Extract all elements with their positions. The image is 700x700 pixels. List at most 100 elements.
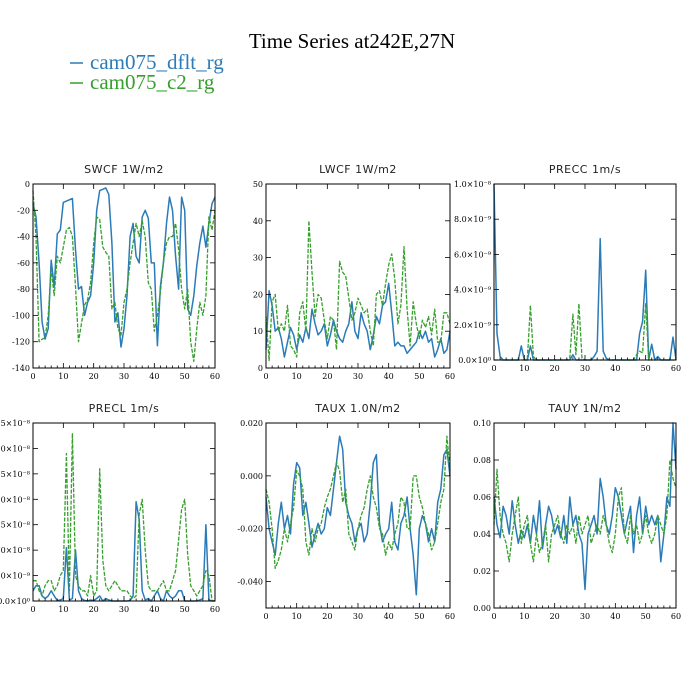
y-tick-label: 0.00 (473, 604, 491, 613)
panel-title: TAUY 1N/m2 (547, 402, 621, 415)
series-line-c2 (265, 220, 451, 362)
x-tick-label: 30 (119, 372, 129, 381)
x-tick-label: 40 (610, 364, 620, 373)
plot-frame (32, 422, 216, 602)
series-line-dflt (32, 187, 216, 348)
x-tick-label: 30 (119, 605, 129, 614)
y-tick-label: 0.0×10⁰ (458, 356, 491, 365)
x-tick-label: 60 (671, 612, 681, 621)
y-tick-label: 6.0×10⁻⁹ (454, 250, 492, 259)
x-tick-label: 10 (292, 612, 302, 621)
x-tick-label: 30 (353, 612, 363, 621)
x-tick-label: 30 (580, 612, 590, 621)
y-tick-label: 3.0×10⁻⁸ (0, 444, 30, 453)
y-tick-label: -100 (12, 311, 30, 320)
legend: cam075_dflt_rg cam075_c2_rg (70, 50, 224, 94)
x-tick-label: 20 (322, 372, 332, 381)
y-tick-label: 2.5×10⁻⁸ (0, 470, 30, 479)
panel-title: SWCF 1W/m2 (84, 163, 164, 176)
x-tick-label: 40 (384, 372, 394, 381)
x-tick-label: 50 (414, 612, 424, 621)
legend-label-dflt: cam075_dflt_rg (90, 50, 224, 74)
x-tick-label: 10 (58, 372, 68, 381)
y-tick-label: 20 (253, 290, 263, 299)
y-tick-label: 0.0×10⁰ (0, 597, 30, 606)
figure-title: Time Series at242E,27N (249, 29, 455, 53)
y-tick-label: -0.040 (237, 578, 263, 587)
x-tick-label: 10 (519, 612, 529, 621)
chart-panel-5: TAUX 1.0N/m2 0 10 20 30 40 50 60 -0.040 -0.020 0.0… (237, 402, 455, 621)
x-tick-label: 0 (263, 612, 268, 621)
y-tick-label: 50 (253, 180, 263, 189)
y-tick-label: -60 (17, 259, 30, 268)
x-tick-label: 10 (58, 605, 68, 614)
x-tick-label: 60 (445, 612, 455, 621)
y-tick-label: 1.0×10⁻⁸ (454, 180, 491, 189)
x-tick-label: 50 (414, 372, 424, 381)
chart-panel-2: LWCF 1W/m2 0 10 20 30 40 50 60 0 10 20 30 40 50 (253, 163, 455, 381)
chart-panel-4: PRECL 1m/s 0 10 20 30 40 50 60 0.0×10⁰ 5.0×10⁻⁹ 1.… (0, 402, 220, 614)
y-tick-label: 3.5×10⁻⁸ (0, 419, 30, 428)
y-tick-label: 0.020 (240, 419, 263, 428)
y-tick-label: 40 (253, 217, 263, 226)
plot-frame (265, 183, 451, 369)
y-tick-label: 5.0×10⁻⁹ (0, 572, 31, 581)
x-tick-label: 0 (491, 612, 496, 621)
y-tick-label: 0 (25, 180, 30, 189)
y-tick-label: 0.06 (473, 493, 491, 502)
x-tick-label: 50 (180, 605, 190, 614)
x-tick-label: 50 (180, 372, 190, 381)
y-tick-label: -40 (17, 233, 30, 242)
series-line-c2 (33, 432, 216, 602)
y-tick-label: 0.08 (473, 456, 491, 465)
y-tick-label: 0.000 (240, 472, 263, 481)
legend-label-c2: cam075_c2_rg (90, 70, 215, 94)
y-tick-label: 30 (253, 254, 263, 263)
y-tick-label: 2.0×10⁻⁸ (0, 495, 30, 504)
y-tick-label: 0 (258, 364, 263, 373)
x-tick-label: 0 (30, 605, 35, 614)
y-tick-label: 4.0×10⁻⁹ (454, 286, 492, 295)
y-tick-label: 0.04 (473, 530, 491, 539)
x-tick-label: 30 (353, 372, 363, 381)
x-tick-label: 50 (641, 612, 651, 621)
x-tick-label: 40 (149, 372, 159, 381)
panel-title: PRECL 1m/s (89, 402, 160, 415)
x-tick-label: 60 (671, 364, 681, 373)
x-tick-label: 0 (30, 372, 35, 381)
y-tick-label: -20 (17, 206, 30, 215)
panel-title: TAUX 1.0N/m2 (314, 402, 401, 415)
plot-frame (32, 183, 216, 369)
x-tick-label: 60 (210, 605, 220, 614)
x-tick-label: 20 (89, 372, 99, 381)
plot-frame (493, 183, 677, 361)
series-line-c2 (265, 435, 451, 570)
chart-panel-6: TAUY 1N/m2 0 10 20 30 40 50 60 0.00 0.02 0.04 0.06 0… (473, 402, 681, 621)
chart-panel-3: PRECC 1m/s 0 10 20 30 40 50 60 0.0×10⁰ 2.0×10⁻⁹ 4.… (454, 163, 681, 373)
x-tick-label: 10 (519, 364, 529, 373)
y-tick-label: -0.020 (237, 525, 263, 534)
x-tick-label: 20 (89, 605, 99, 614)
series-line-dflt (265, 435, 451, 596)
x-tick-label: 50 (641, 364, 651, 373)
series-line-dflt (493, 183, 677, 361)
panels: SWCF 1W/m2 0 10 20 30 40 50 60 -140 -120 -100 -80 -6… (0, 163, 681, 621)
x-tick-label: 0 (263, 372, 268, 381)
y-tick-label: 0.02 (473, 567, 491, 576)
y-tick-label: 0.10 (473, 419, 491, 428)
y-tick-label: 1.5×10⁻⁸ (0, 521, 30, 530)
y-tick-label: 10 (253, 327, 263, 336)
y-tick-label: 8.0×10⁻⁹ (454, 215, 492, 224)
series-line-c2 (32, 190, 216, 363)
series-line-c2 (493, 459, 677, 563)
x-tick-label: 20 (550, 364, 560, 373)
x-tick-label: 10 (292, 372, 302, 381)
x-tick-label: 30 (580, 364, 590, 373)
x-tick-label: 20 (322, 612, 332, 621)
x-tick-label: 40 (610, 612, 620, 621)
series-line-dflt (493, 422, 677, 591)
panel-title: LWCF 1W/m2 (319, 163, 397, 176)
panel-title: PRECC 1m/s (549, 163, 621, 176)
y-tick-label: -120 (12, 338, 30, 347)
